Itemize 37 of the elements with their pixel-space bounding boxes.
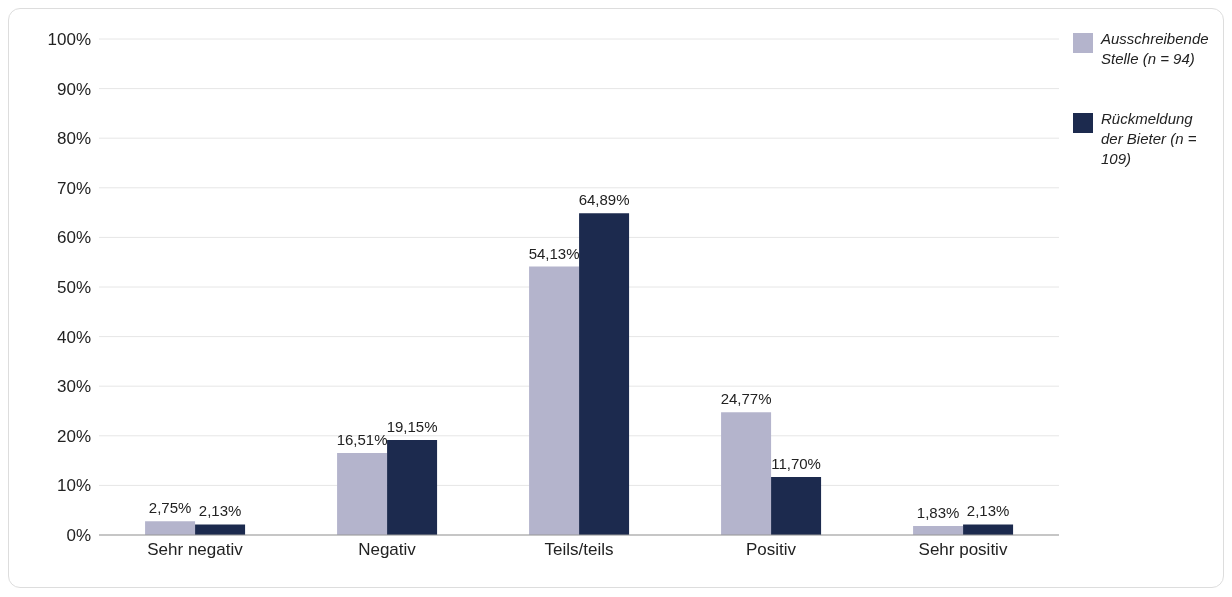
bar: [721, 412, 772, 535]
y-tick-label: 40%: [56, 327, 91, 347]
x-tick-label: Sehr negativ: [147, 540, 244, 560]
x-tick-label: Negativ: [358, 540, 417, 560]
data-label: 54,13%: [528, 244, 580, 262]
bar: [145, 521, 196, 535]
legend-label: Rückmeldung der Bieter (n = 109): [1101, 109, 1198, 169]
data-label: 2,13%: [198, 502, 242, 520]
x-tick-label: Teils/teils: [544, 540, 614, 560]
bar: [337, 453, 388, 535]
y-tick-label: 90%: [56, 79, 91, 99]
y-tick-label: 70%: [56, 178, 91, 198]
data-label: 24,77%: [720, 390, 772, 408]
data-label: 19,15%: [386, 418, 438, 436]
y-tick-label: 80%: [56, 129, 91, 149]
bar: [579, 213, 630, 535]
bar: [195, 524, 246, 535]
y-tick-label: 0%: [66, 526, 91, 546]
x-tick-label: Positiv: [745, 540, 797, 560]
x-tick-label: Sehr positiv: [918, 540, 1008, 560]
legend-label: Ausschreibende Stelle (n = 94): [1101, 29, 1209, 69]
bar: [529, 266, 580, 535]
y-tick-label: 60%: [56, 228, 91, 248]
bar: [771, 476, 822, 535]
bar: [963, 524, 1014, 535]
y-tick-label: 100%: [47, 30, 91, 50]
data-label: 16,51%: [336, 431, 388, 449]
y-tick-label: 50%: [56, 278, 91, 298]
y-tick-label: 30%: [56, 377, 91, 397]
data-label: 11,70%: [771, 454, 821, 472]
data-label: 2,75%: [148, 499, 192, 517]
bar: [387, 440, 438, 535]
data-label: 1,83%: [916, 503, 960, 521]
data-label: 2,13%: [966, 502, 1010, 520]
y-tick-label: 10%: [56, 476, 91, 496]
data-label: 64,89%: [578, 191, 630, 209]
y-tick-label: 20%: [56, 426, 91, 446]
